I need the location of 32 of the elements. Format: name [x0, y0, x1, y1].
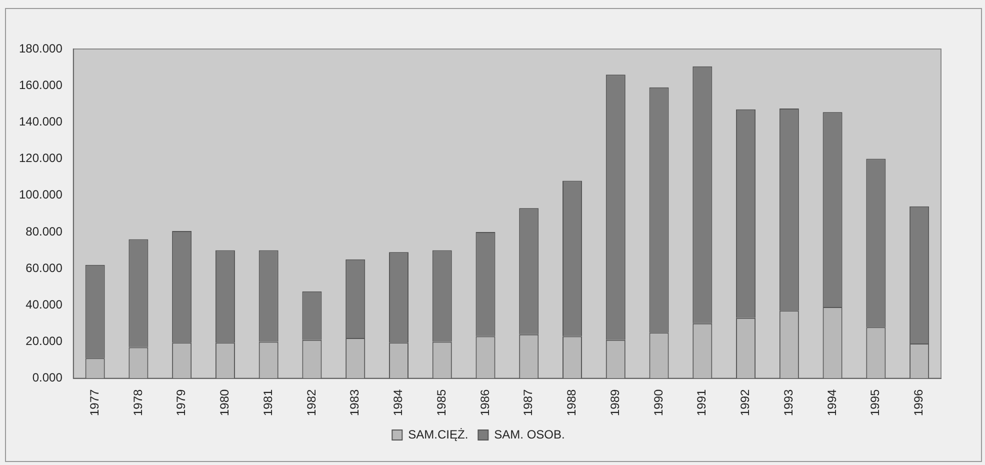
x-tick-label: 1983: [348, 388, 362, 416]
x-tick-label: 1986: [478, 388, 492, 416]
y-tick-label: 60.000: [26, 260, 63, 275]
legend-label: SAM.CIĘŻ.: [408, 427, 468, 442]
x-tick-label: 1991: [694, 388, 709, 416]
x-tick-label: 1984: [391, 388, 406, 416]
x-tick-label: 1985: [434, 388, 448, 416]
x-tick-label: 1993: [781, 388, 796, 416]
x-tick-label: 1979: [174, 388, 188, 416]
x-tick-label: 1988: [564, 388, 579, 416]
x-tick-label: 1992: [738, 388, 752, 416]
x-tick-label: 1989: [608, 388, 622, 416]
y-tick-label: 40.000: [26, 297, 63, 312]
x-tick-label: 1994: [824, 388, 839, 416]
legend-label: SAM. OSOB.: [494, 427, 565, 442]
x-tick-label: 1982: [304, 388, 318, 416]
x-tick-label: 1978: [130, 388, 145, 416]
x-tick-label: 1981: [260, 388, 275, 416]
x-tick-label: 1980: [218, 388, 232, 416]
x-tick-label: 1987: [521, 388, 536, 416]
y-tick-label: 0.000: [32, 370, 63, 385]
y-tick-label: 140.000: [18, 114, 63, 128]
y-tick-label: 100.000: [18, 188, 63, 202]
x-tick-label: 1996: [912, 388, 926, 416]
y-tick-label: 120.000: [18, 151, 63, 166]
y-tick-label: 80.000: [26, 224, 63, 238]
x-tick-label: 1990: [651, 388, 666, 416]
x-tick-label: 1995: [868, 388, 882, 416]
y-tick-label: 180.000: [18, 41, 63, 56]
y-tick-label: 20.000: [26, 334, 63, 348]
y-tick-label: 160.000: [18, 78, 63, 92]
x-tick-label: 1977: [87, 388, 102, 416]
